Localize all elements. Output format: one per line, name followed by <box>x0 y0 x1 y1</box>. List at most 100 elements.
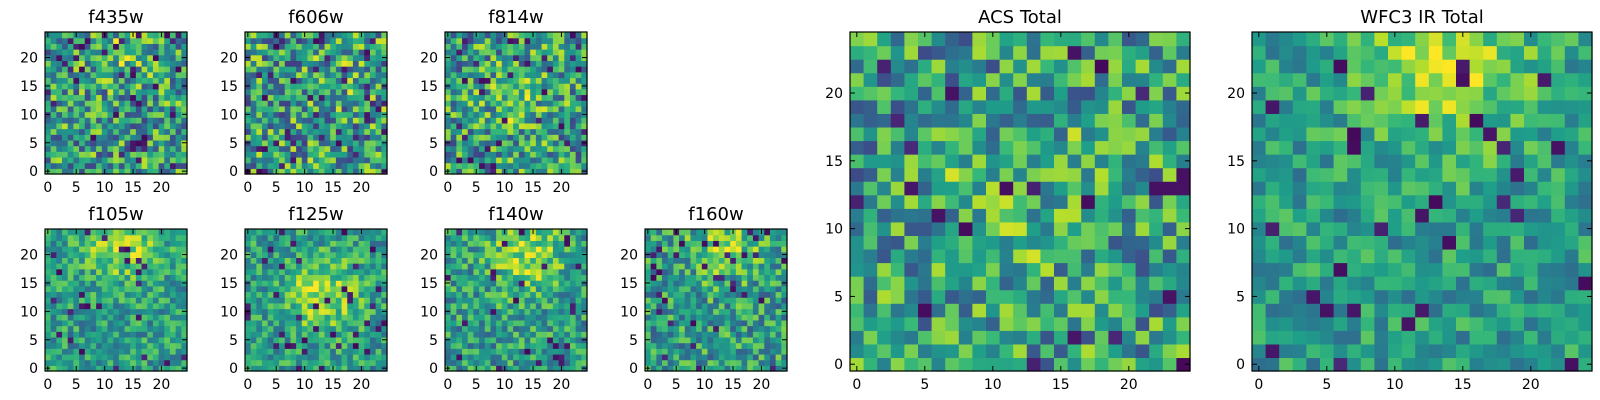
heatmap-cell <box>530 291 537 298</box>
heatmap-cell <box>84 43 92 50</box>
heatmap-cell <box>324 308 331 315</box>
heatmap-cell <box>541 348 548 355</box>
heatmap-cell <box>701 246 709 253</box>
heatmap-cell <box>1054 303 1069 318</box>
heatmap-cell <box>341 105 348 113</box>
heatmap-cell <box>147 359 154 366</box>
heatmap-cell <box>324 60 331 67</box>
heatmap-cell <box>496 60 503 67</box>
x-tick-label: 0 <box>243 377 252 393</box>
heatmap-cell <box>484 285 492 293</box>
heatmap-cell <box>479 43 486 50</box>
heatmap-cell <box>273 111 280 118</box>
heatmap-cell <box>507 100 514 107</box>
heatmap-cell <box>752 257 760 264</box>
heatmap-cell <box>352 342 360 349</box>
heatmap-cell <box>530 37 537 44</box>
heatmap-cell <box>50 168 57 175</box>
heatmap-cell <box>1162 262 1177 277</box>
heatmap-cell <box>684 348 692 355</box>
heatmap-cell <box>56 331 63 338</box>
heatmap-cell <box>479 285 486 293</box>
heatmap-cell <box>490 151 497 158</box>
heatmap-cell <box>541 156 548 164</box>
heatmap-cell <box>152 100 160 107</box>
heatmap-cell <box>456 66 463 73</box>
heatmap-cell <box>245 274 252 281</box>
heatmap-cell <box>552 128 560 135</box>
heatmap-cell <box>113 162 120 169</box>
heatmap-cell <box>718 234 726 241</box>
heatmap-cell <box>1067 343 1082 359</box>
heatmap-cell <box>158 353 165 361</box>
heatmap-cell <box>1108 316 1123 331</box>
heatmap-cell <box>513 66 520 73</box>
heatmap-cell <box>656 274 663 281</box>
heatmap-cell <box>513 60 520 67</box>
heatmap-cell <box>904 303 919 318</box>
heatmap-cells <box>45 32 188 175</box>
heatmap-cell <box>656 325 663 332</box>
heatmap-cell <box>656 353 663 361</box>
heatmap-cell <box>707 291 714 298</box>
heatmap-cell <box>262 94 269 101</box>
heatmap-cell <box>679 234 686 241</box>
heatmap-cell <box>307 168 314 175</box>
heatmap-cell <box>107 156 114 164</box>
heatmap-cell <box>279 145 286 152</box>
heatmap-cell <box>262 257 269 264</box>
heatmap-cell <box>662 229 669 236</box>
heatmap-cell <box>273 122 280 130</box>
heatmap-cell <box>62 37 69 44</box>
heatmap-cell <box>752 359 760 366</box>
heatmap-cell <box>456 263 463 270</box>
heatmap-cell <box>250 105 257 113</box>
heatmap-cell <box>667 263 674 270</box>
heatmap-cell <box>164 134 171 141</box>
heatmap-cell <box>301 268 309 276</box>
heatmap-cell <box>381 291 388 298</box>
heatmap-cell <box>347 263 354 270</box>
heatmap-cell <box>375 280 382 287</box>
heatmap-cell <box>130 285 137 293</box>
heatmap-cell <box>369 168 377 175</box>
heatmap-cell <box>318 83 326 90</box>
heatmap-cell <box>575 280 582 287</box>
heatmap-cell <box>79 168 86 175</box>
heatmap-cell <box>245 151 252 158</box>
heatmap-cell <box>1176 235 1191 250</box>
heatmap-cell <box>324 32 331 39</box>
heatmap-cell <box>479 274 486 281</box>
heatmap-cell <box>284 274 292 281</box>
heatmap-cell <box>1026 343 1041 359</box>
heatmap-cell <box>564 134 571 141</box>
heatmap-cell <box>518 240 526 247</box>
heatmap-cell <box>496 336 503 344</box>
heatmap-cell <box>96 365 103 372</box>
y-tick-label: 15 <box>20 79 38 95</box>
heatmap-cell <box>73 100 80 107</box>
heatmap-cell <box>518 151 526 158</box>
heatmap-cell <box>158 37 165 44</box>
heatmap-cell <box>250 111 257 118</box>
heatmap-cell <box>775 353 782 361</box>
heatmap-cell <box>364 37 371 44</box>
heatmap-cell <box>552 251 560 258</box>
heatmap-cell <box>118 111 126 118</box>
heatmap-cell <box>364 280 371 287</box>
heatmap-cell <box>152 251 160 258</box>
heatmap-cell <box>101 291 109 298</box>
heatmap-cell <box>775 308 782 315</box>
heatmap-cell <box>581 263 588 270</box>
heatmap-cell <box>369 94 377 101</box>
heatmap-cell <box>45 156 52 164</box>
heatmap-cell <box>301 151 309 158</box>
heatmap-cell <box>375 308 382 315</box>
heatmap-cell <box>986 303 1001 318</box>
heatmap-cell <box>45 319 52 327</box>
heatmap-cell <box>141 83 148 90</box>
y-tick-label: 10 <box>620 304 638 320</box>
heatmap-cell <box>113 229 120 236</box>
heatmap-cell <box>301 54 309 61</box>
heatmap-cell <box>369 156 377 164</box>
